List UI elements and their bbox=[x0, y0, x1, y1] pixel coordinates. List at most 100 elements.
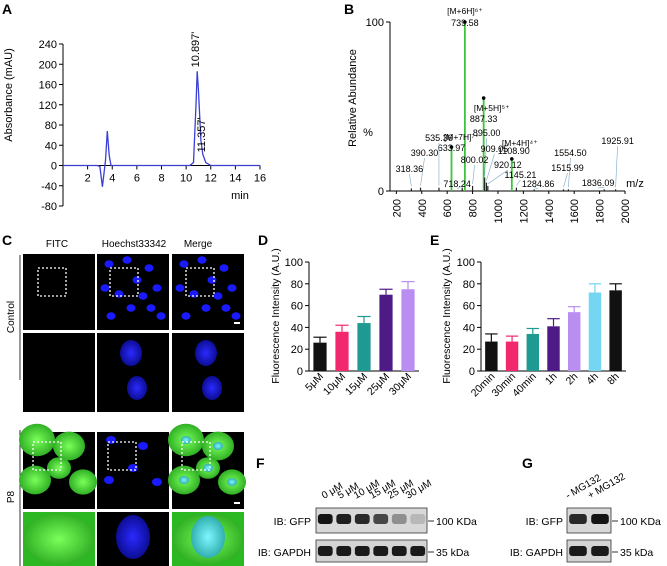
spectrum-peak-marker bbox=[463, 20, 467, 24]
spectrum-leader-line bbox=[534, 187, 539, 190]
spectrum-leader-line bbox=[409, 173, 412, 187]
chromatogram-y-tick-label: 240 bbox=[39, 39, 57, 51]
spectrum-peak-label: 1925.91 bbox=[601, 136, 634, 146]
p8-nucleus bbox=[152, 478, 162, 486]
chromatogram-y-tick-label: 200 bbox=[39, 59, 57, 71]
mass-spectrum-y-label: Relative Abundance bbox=[347, 49, 359, 147]
time-y-tick-label: 60 bbox=[463, 301, 475, 313]
blot-f-gfp-band bbox=[391, 514, 407, 524]
blot-f-gapdh-band bbox=[391, 546, 407, 556]
blot-f-gfp-band bbox=[336, 514, 352, 524]
time-y-label: Fluorescence Intensity (A.U.) bbox=[441, 248, 453, 383]
cell-nucleus bbox=[138, 292, 148, 300]
mass-spectrum-x-tick-label: 400 bbox=[417, 199, 429, 217]
panel-letter-a: A bbox=[2, 1, 12, 17]
time-category-label: 4h bbox=[584, 371, 601, 388]
p8-green-cell bbox=[19, 465, 51, 495]
time-category-label: 1h bbox=[543, 371, 560, 388]
blot-f-gapdh-label: IB: GAPDH bbox=[258, 547, 311, 559]
blot-g-lane-labels: - MG132+ MG132 bbox=[564, 471, 628, 501]
blot-f-gfp-band bbox=[354, 514, 370, 524]
row-label-p8: P8 bbox=[6, 490, 17, 503]
concentration-category-label: 30μM bbox=[387, 371, 414, 398]
concentration-y-tick-label: 80 bbox=[291, 279, 303, 291]
chromatogram-x-tick-label: 4 bbox=[109, 173, 115, 185]
spectrum-ion-label: [M+4H]⁴⁺ bbox=[502, 138, 538, 148]
chromatogram-axes: -80 -40 0 40 80 120 160 200 240 2 4 6 8 10 12 14 16 10.89… bbox=[39, 32, 266, 213]
zoom-region-box bbox=[107, 441, 137, 471]
row-label-control: Control bbox=[6, 301, 17, 333]
concentration-bar bbox=[313, 342, 327, 371]
cell-nucleus bbox=[106, 312, 116, 320]
concentration-bar bbox=[357, 323, 371, 371]
spectrum-ion-label: [M+5H]⁵⁺ bbox=[474, 103, 510, 113]
blot-f-gfp-band bbox=[410, 514, 426, 524]
blot-f-gapdh-band bbox=[317, 546, 333, 556]
mass-spectrum-y-unit: % bbox=[363, 127, 373, 139]
spectrum-peak-label: 800.02 bbox=[461, 155, 489, 165]
spectrum-peak-label: 1284.86 bbox=[522, 179, 555, 189]
blot-g-mw-35: 35 kDa bbox=[620, 547, 653, 559]
spectrum-ion-label: [M+7H]⁷⁺ bbox=[444, 132, 480, 142]
cell-nucleus bbox=[181, 312, 191, 320]
p8-zoom-merge-nucleus bbox=[191, 516, 225, 558]
chromatogram-x-tick-label: 8 bbox=[158, 173, 164, 185]
blot-f-gapdh-band bbox=[410, 546, 426, 556]
p8-zoom-nucleus bbox=[116, 515, 150, 559]
cell-nucleus bbox=[126, 304, 136, 312]
p8-green-cell bbox=[19, 423, 55, 457]
blot-g-gapdh-label: IB: GAPDH bbox=[510, 547, 563, 559]
cell-nucleus bbox=[221, 304, 231, 312]
spectrum-peak-label: 1108.90 bbox=[498, 146, 530, 156]
chromatogram-y-tick-label: 0 bbox=[51, 161, 57, 173]
blot-f-mw-35: 35 kDa bbox=[436, 547, 469, 559]
blot-g-gfp-band bbox=[569, 514, 587, 524]
chromatogram-peak-label: 11.357' bbox=[196, 117, 208, 152]
micro-tile-r1-c1 bbox=[23, 254, 95, 330]
blot-g-bands bbox=[566, 507, 612, 563]
blot-g-gfp-band bbox=[591, 514, 609, 524]
time-y-tick-label: 100 bbox=[457, 257, 475, 269]
concentration-category-label: 25μM bbox=[365, 371, 392, 398]
chromatogram-x-tick-label: 10 bbox=[180, 173, 192, 185]
spectrum-ion-label: [M+6H]⁶⁺ bbox=[447, 6, 483, 16]
p8-nucleus bbox=[138, 442, 148, 450]
cell-nucleus bbox=[179, 260, 189, 268]
concentration-y-tick-label: 0 bbox=[297, 366, 303, 378]
concentration-bar bbox=[335, 331, 349, 371]
blot-f-gfp-membrane bbox=[315, 507, 428, 534]
cell-nucleus bbox=[156, 312, 166, 320]
zoom-region-box bbox=[32, 441, 62, 471]
spectrum-leader-line bbox=[486, 153, 495, 181]
blot-g-gapdh-membrane bbox=[566, 539, 612, 563]
blot-g-gapdh-band bbox=[569, 546, 587, 556]
mass-spectrum-x-tick-label: 800 bbox=[468, 199, 480, 217]
p8-merge-nucleus bbox=[227, 478, 237, 486]
cell-nucleus bbox=[231, 312, 241, 320]
concentration-bar bbox=[401, 289, 415, 371]
spectrum-peak-label: 1554.50 bbox=[554, 148, 587, 158]
panel-letter-c: C bbox=[2, 232, 12, 248]
concentration-y-label: Fluorescence Intensity (A.U.) bbox=[270, 248, 282, 383]
spectrum-peak-label: 1145.21 bbox=[504, 170, 536, 180]
blot-f-gfp-band bbox=[373, 514, 389, 524]
spectrum-peak-label: 318.36 bbox=[396, 164, 424, 174]
time-bar bbox=[568, 312, 581, 371]
mass-spectrum-x-tick-label: 1200 bbox=[518, 199, 530, 223]
spectrum-leader-line bbox=[420, 157, 425, 186]
mass-spectrum-x-tick-label: 1600 bbox=[569, 199, 581, 223]
cell-nucleus bbox=[114, 290, 124, 298]
cell-nucleus bbox=[104, 260, 114, 268]
mass-spectrum-x-tick-label: 600 bbox=[442, 199, 454, 217]
mass-spectrum-y-tick-label: 0 bbox=[378, 186, 384, 198]
panel-letter-b: B bbox=[344, 1, 354, 17]
panel-g-western-blot: G - MG132+ MG132 IB: GFP IB: GAPDH 100 K… bbox=[510, 455, 661, 563]
mass-spectrum-x-tick-label: 200 bbox=[391, 199, 403, 217]
time-bar bbox=[485, 341, 498, 371]
chromatogram-x-tick-label: 6 bbox=[134, 173, 140, 185]
spectrum-peak-label: 920.12 bbox=[494, 160, 522, 170]
zoom-region-box bbox=[37, 267, 67, 297]
spectrum-leader-line bbox=[487, 169, 508, 185]
